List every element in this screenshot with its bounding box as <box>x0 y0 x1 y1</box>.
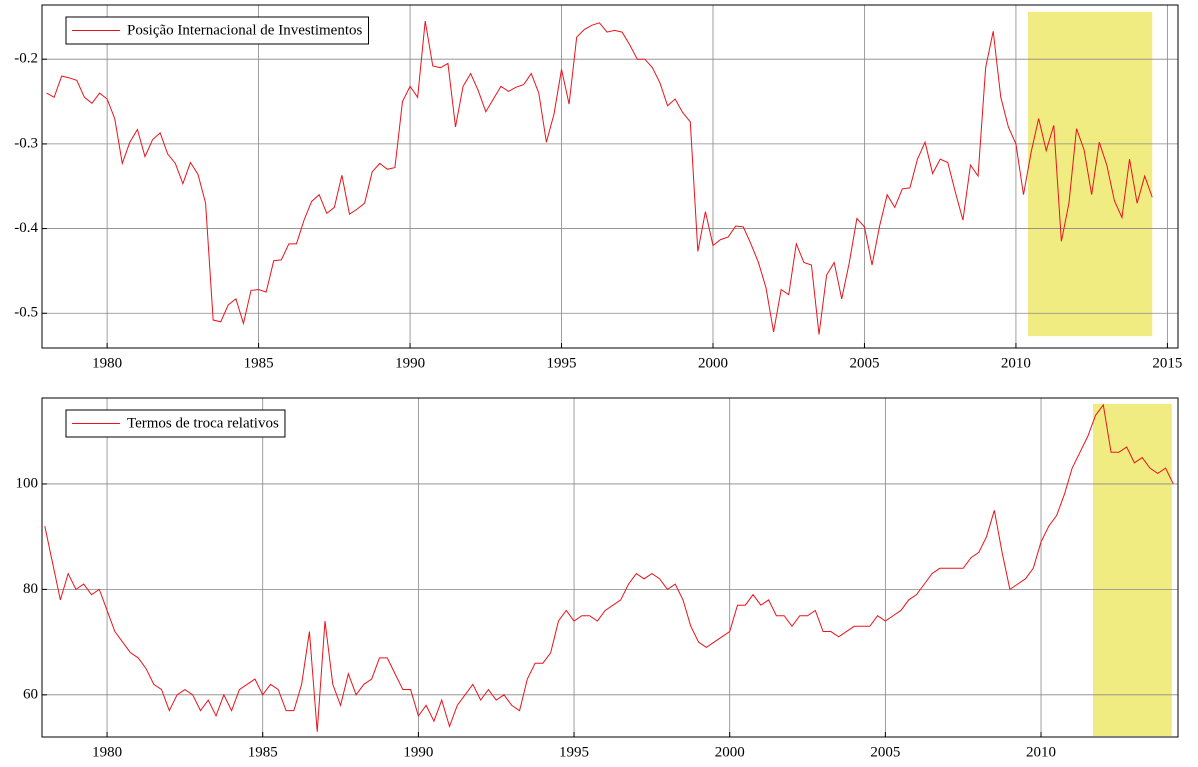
series-line <box>44 403 1174 732</box>
x-tick-label: 1980 <box>92 355 122 371</box>
x-tick-label: 2000 <box>715 744 745 760</box>
highlight-region <box>1093 403 1172 736</box>
y-tick-label: -0.3 <box>14 135 38 151</box>
x-tick-label: 1985 <box>248 744 278 760</box>
x-tick-label: 2000 <box>698 355 728 371</box>
legend-label: Posição Internacional de Investimentos <box>127 22 363 38</box>
y-tick-label: 100 <box>16 475 39 491</box>
x-tick-label: 2010 <box>1026 744 1056 760</box>
x-tick-label: 1990 <box>403 744 433 760</box>
highlight-region <box>1028 11 1153 337</box>
x-tick-label: 1995 <box>547 355 577 371</box>
legend: Termos de troca relativos <box>65 409 286 438</box>
x-tick-label: 2005 <box>849 355 879 371</box>
x-tick-label: 1990 <box>395 355 425 371</box>
x-tick-label: 2015 <box>1152 355 1182 371</box>
legend: Posição Internacional de Investimentos <box>65 16 370 45</box>
x-tick-label: 2010 <box>1001 355 1031 371</box>
y-tick-label: -0.2 <box>14 51 38 67</box>
plot-frame <box>41 4 1179 349</box>
x-tick-label: 1980 <box>92 744 122 760</box>
series-line <box>46 21 1153 335</box>
y-tick-label: 60 <box>23 686 38 702</box>
x-tick-label: 1995 <box>559 744 589 760</box>
plot-frame <box>41 397 1179 738</box>
y-tick-label: -0.4 <box>14 220 38 236</box>
y-tick-label: 80 <box>23 581 38 597</box>
y-tick-label: -0.5 <box>14 305 38 321</box>
x-tick-label: 2005 <box>870 744 900 760</box>
x-tick-label: 1985 <box>244 355 274 371</box>
legend-label: Termos de troca relativos <box>127 415 279 431</box>
